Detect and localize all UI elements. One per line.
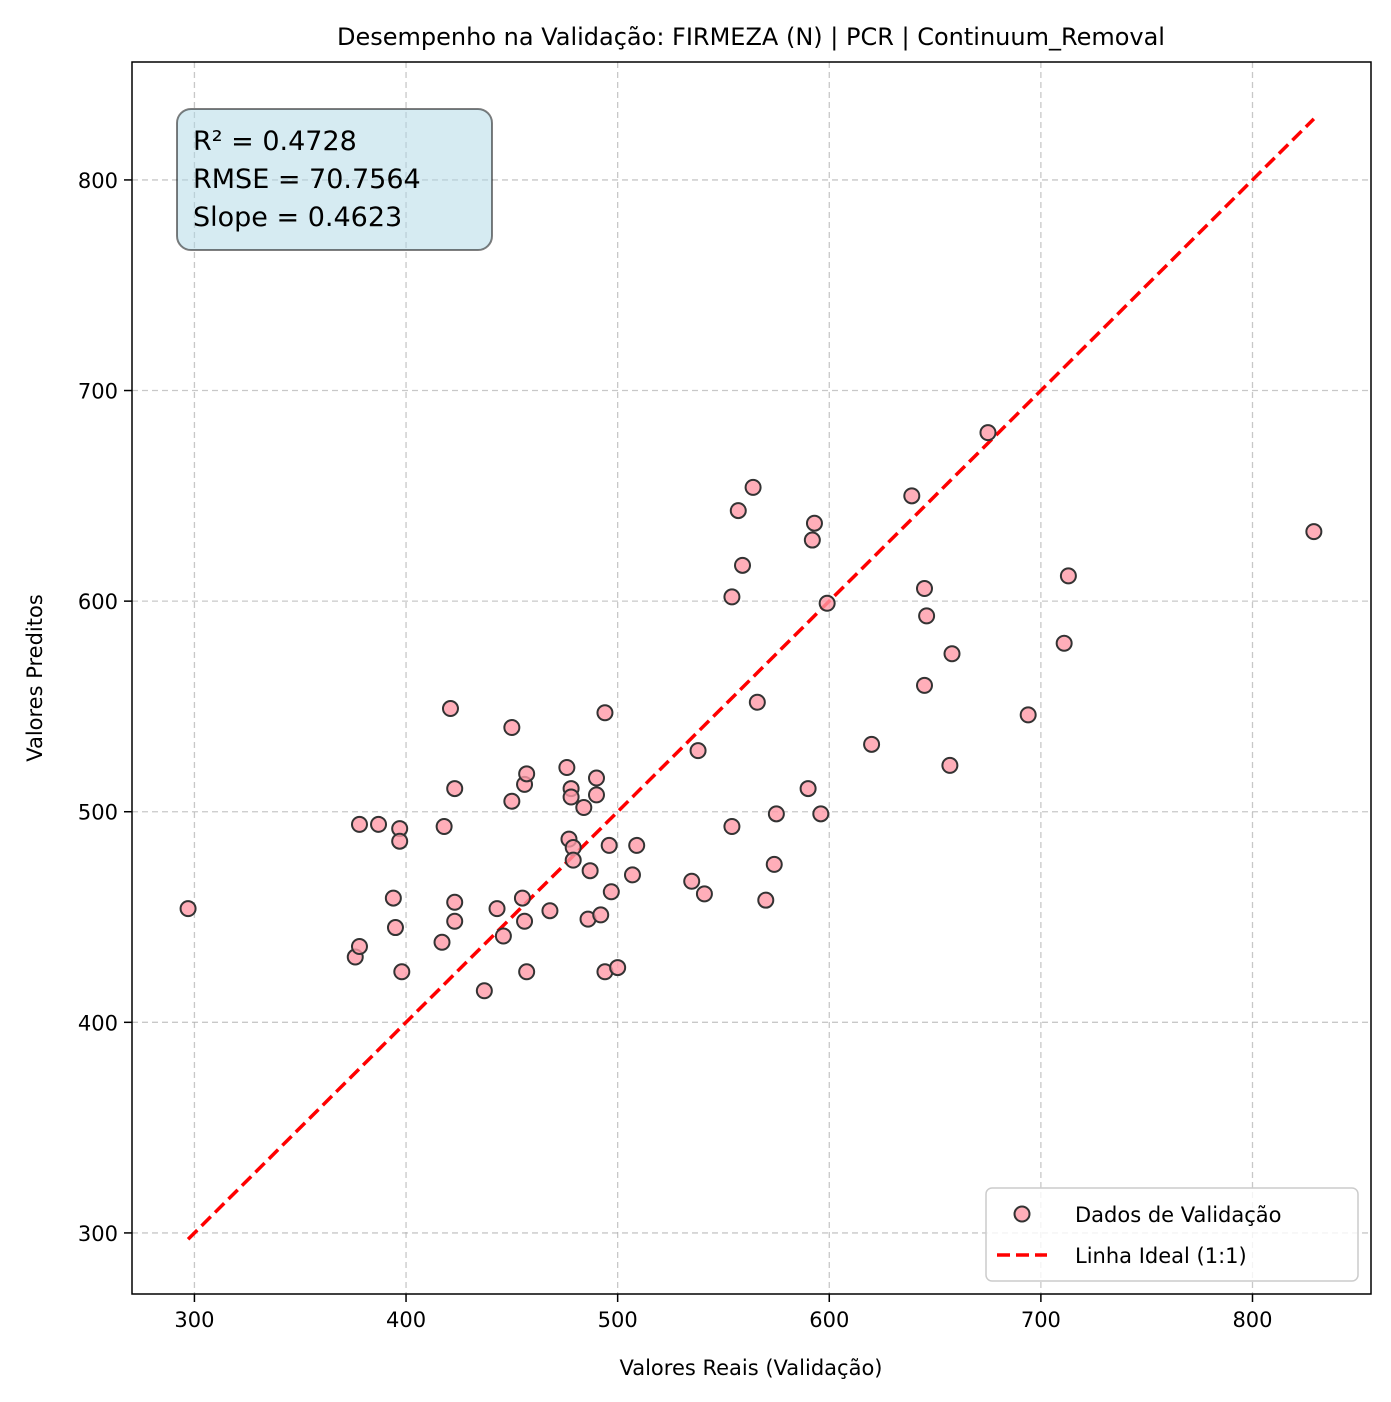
data-point <box>689 742 707 760</box>
data-point <box>179 900 197 918</box>
data-points <box>179 424 1323 1000</box>
ideal-line-layer <box>186 117 1316 1241</box>
chart-title: Desempenho na Validação: FIRMEZA (N) | P… <box>337 23 1165 51</box>
data-point <box>441 700 459 718</box>
data-point <box>475 982 493 1000</box>
data-point <box>503 792 521 810</box>
data-point <box>683 872 701 890</box>
data-point <box>600 836 618 854</box>
data-point <box>941 756 959 774</box>
y-tick-label: 800 <box>78 169 118 193</box>
data-point <box>516 912 534 930</box>
data-point <box>435 817 453 835</box>
grid-lines <box>132 62 1371 1294</box>
data-point <box>609 959 627 977</box>
data-point <box>575 799 593 817</box>
x-tick-label: 600 <box>809 1308 849 1332</box>
x-axis-ticks: 300 400 500 600 700 800 <box>174 1294 1273 1332</box>
data-point <box>943 645 961 663</box>
y-tick-label: 400 <box>78 1011 118 1035</box>
data-point <box>587 769 605 787</box>
data-point <box>518 765 536 783</box>
data-point <box>915 579 933 597</box>
data-point <box>446 912 464 930</box>
data-point <box>587 786 605 804</box>
stat-rmse: RMSE = 70.7564 <box>193 164 421 195</box>
data-point <box>562 788 580 806</box>
stat-slope: Slope = 0.4623 <box>193 202 402 233</box>
data-point <box>513 889 531 907</box>
data-point <box>818 594 836 612</box>
data-point <box>350 815 368 833</box>
data-point <box>446 893 464 911</box>
data-point <box>903 487 921 505</box>
data-point <box>812 805 830 823</box>
data-point <box>1305 523 1323 541</box>
data-point <box>765 855 783 873</box>
data-point <box>918 607 936 625</box>
data-point <box>386 919 404 937</box>
data-point <box>979 424 997 442</box>
y-tick-label: 700 <box>78 380 118 404</box>
data-point <box>734 556 752 574</box>
data-point <box>723 588 741 606</box>
data-point <box>558 759 576 777</box>
data-point <box>503 718 521 736</box>
data-point <box>757 891 775 909</box>
data-point <box>350 938 368 956</box>
legend-label-line: Linha Ideal (1:1) <box>1075 1244 1247 1268</box>
y-axis-label: Valores Preditos <box>23 594 47 762</box>
data-point <box>623 866 641 884</box>
y-tick-label: 300 <box>78 1222 118 1246</box>
data-point <box>723 817 741 835</box>
data-point <box>748 693 766 711</box>
data-point <box>767 805 785 823</box>
data-point <box>581 862 599 880</box>
data-point <box>564 851 582 869</box>
data-point <box>799 780 817 798</box>
data-point <box>1019 706 1037 724</box>
data-point <box>596 704 614 722</box>
data-point <box>494 927 512 945</box>
data-point <box>602 883 620 901</box>
data-point <box>695 885 713 903</box>
legend-marker-scatter <box>1013 1205 1031 1223</box>
data-point <box>393 963 411 981</box>
data-point <box>384 889 402 907</box>
data-point <box>518 963 536 981</box>
y-tick-label: 600 <box>78 590 118 614</box>
data-point <box>744 478 762 496</box>
x-tick-label: 300 <box>174 1308 214 1332</box>
data-point <box>628 836 646 854</box>
data-point <box>391 832 409 850</box>
data-point <box>863 735 881 753</box>
data-point <box>488 900 506 918</box>
data-point <box>446 780 464 798</box>
data-point <box>433 933 451 951</box>
legend-label-scatter: Dados de Validação <box>1075 1203 1282 1227</box>
x-tick-label: 800 <box>1232 1308 1272 1332</box>
x-tick-label: 500 <box>598 1308 638 1332</box>
data-point <box>370 815 388 833</box>
ideal-line <box>186 117 1316 1241</box>
data-point <box>1059 567 1077 585</box>
y-tick-label: 500 <box>78 801 118 825</box>
data-point <box>1055 634 1073 652</box>
x-axis-label: Valores Reais (Validação) <box>619 1356 882 1380</box>
stats-box: R² = 0.4728 RMSE = 70.7564 Slope = 0.462… <box>176 108 493 251</box>
legend: Dados de Validação Linha Ideal (1:1) <box>985 1187 1359 1282</box>
plot-frame <box>131 61 1372 1295</box>
data-point <box>805 514 823 532</box>
data-point <box>803 531 821 549</box>
x-tick-label: 400 <box>386 1308 426 1332</box>
data-point <box>915 676 933 694</box>
data-point <box>541 902 559 920</box>
x-tick-label: 700 <box>1021 1308 1061 1332</box>
y-axis-ticks: 300 400 500 600 700 800 <box>78 169 132 1246</box>
data-point <box>592 906 610 924</box>
stat-r2: R² = 0.4728 <box>193 126 357 157</box>
data-point <box>729 502 747 520</box>
